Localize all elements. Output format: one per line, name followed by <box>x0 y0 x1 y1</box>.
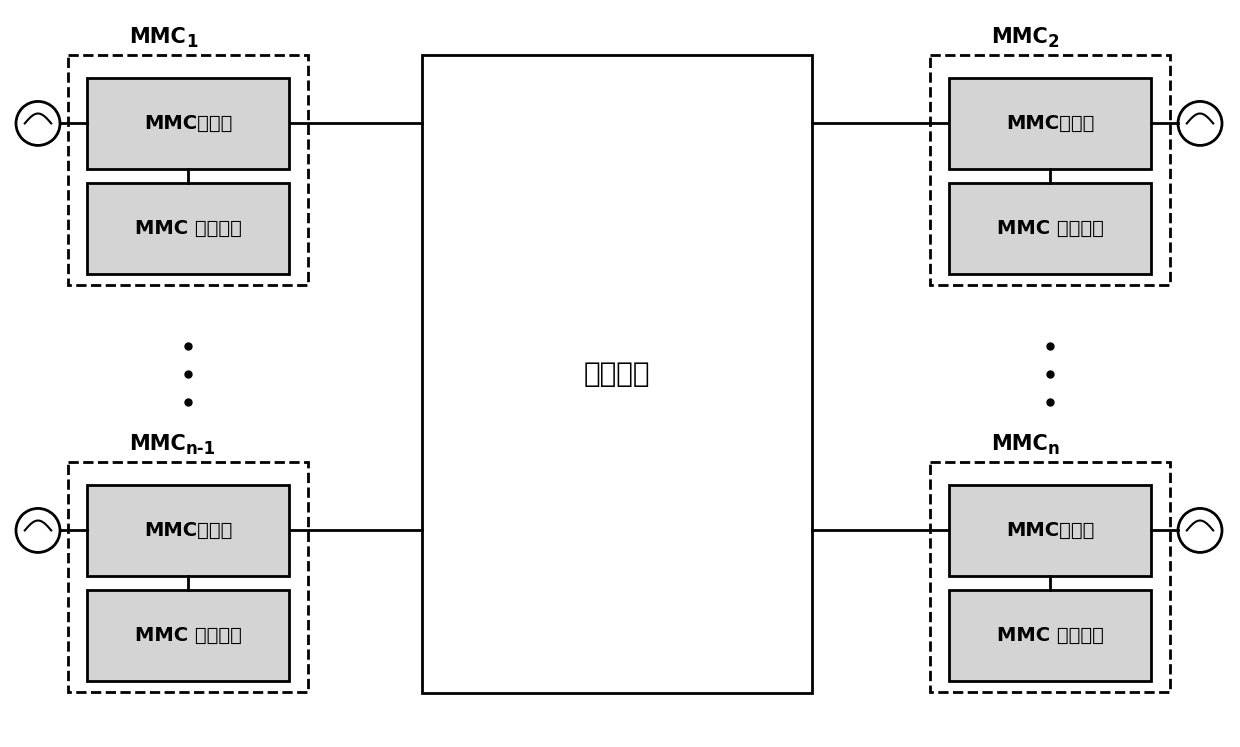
Text: MMC 控制系统: MMC 控制系统 <box>135 219 242 238</box>
Text: MMC主回路: MMC主回路 <box>1006 114 1094 133</box>
Text: MMC: MMC <box>991 434 1048 454</box>
Text: MMC: MMC <box>991 27 1048 47</box>
Text: MMC 控制系统: MMC 控制系统 <box>997 219 1104 238</box>
Bar <box>422 55 812 693</box>
Text: MMC 控制系统: MMC 控制系统 <box>135 625 242 645</box>
Bar <box>930 462 1171 692</box>
Text: 直流系统: 直流系统 <box>584 360 650 388</box>
Bar <box>949 485 1151 576</box>
Bar <box>87 589 289 681</box>
Bar <box>949 589 1151 681</box>
Text: MMC: MMC <box>129 27 186 47</box>
Bar <box>949 183 1151 273</box>
Bar <box>87 183 289 273</box>
Text: MMC主回路: MMC主回路 <box>144 521 232 540</box>
Bar <box>68 462 308 692</box>
Text: MMC: MMC <box>129 434 186 454</box>
Bar <box>87 78 289 169</box>
Text: n-1: n-1 <box>186 440 216 458</box>
Bar <box>949 78 1151 169</box>
Bar <box>68 55 308 285</box>
Text: n: n <box>1048 440 1060 458</box>
Text: MMC主回路: MMC主回路 <box>144 114 232 133</box>
Bar <box>87 485 289 576</box>
Text: MMC 控制系统: MMC 控制系统 <box>997 625 1104 645</box>
Bar <box>930 55 1171 285</box>
Text: MMC主回路: MMC主回路 <box>1006 521 1094 540</box>
Text: 2: 2 <box>1048 33 1060 51</box>
Text: 1: 1 <box>186 33 197 51</box>
